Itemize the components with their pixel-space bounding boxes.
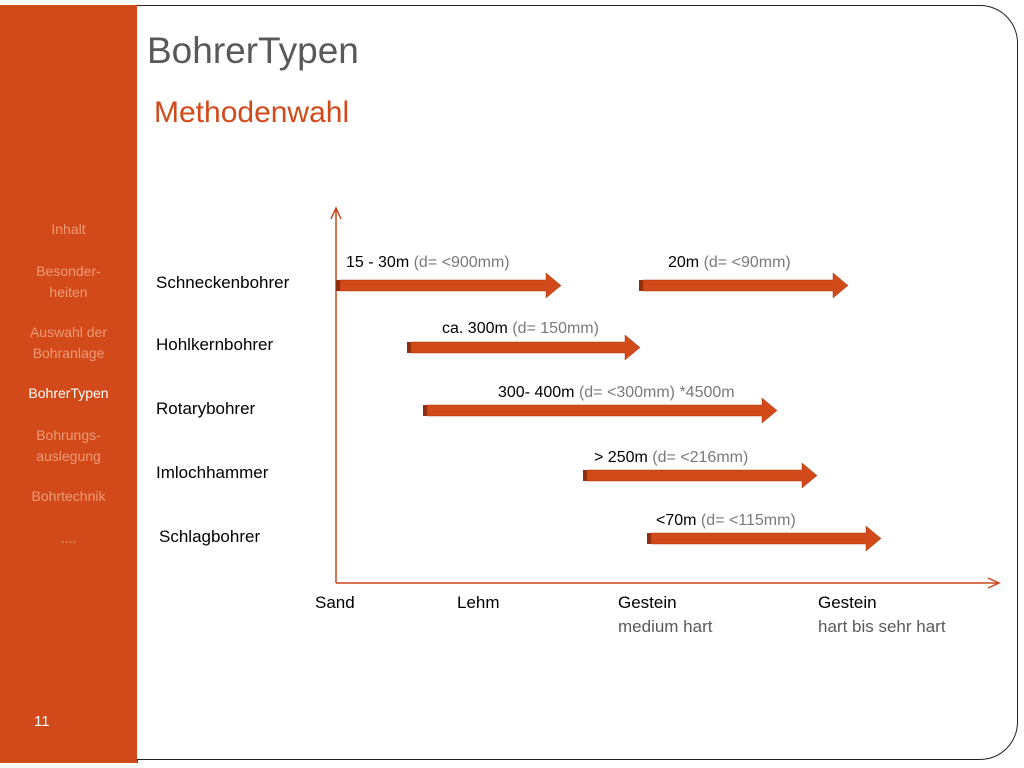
nav-item-label: BohrerTypen <box>28 385 109 401</box>
x-category-label: Gestein <box>818 593 877 612</box>
depth-value: 300- 400m <box>498 384 575 401</box>
arrow-schlagbohrer <box>647 525 882 552</box>
x-category-label: Gestein <box>618 593 677 612</box>
diameter-value: (d= <300mm) *4500m <box>578 384 735 401</box>
nav-item-bohrertypen[interactable]: BohrerTypen <box>0 383 137 404</box>
x-category-sublabel: medium hart <box>618 617 713 636</box>
nav-item-besonderheiten[interactable]: Besonder- heiten <box>0 261 137 303</box>
x-category-sublabel: hart bis sehr hart <box>818 617 946 636</box>
x-category-label: Lehm <box>457 593 500 612</box>
page-title: BohrerTypen <box>147 30 359 71</box>
nav-item-label: Besonder- <box>36 263 101 279</box>
arrow-label-schlagbohrer: <70m (d= <115mm) <box>656 512 796 530</box>
nav-item-inhalt[interactable]: Inhalt <box>0 219 137 240</box>
row-label-imlochhammer: Imlochhammer <box>156 463 269 482</box>
nav-item-label-line2: Bohranlage <box>32 345 105 361</box>
depth-value: 20m <box>668 254 700 271</box>
arrow-label-imlochhammer: > 250m (d= <216mm) <box>594 449 748 467</box>
row-label-schlagbohrer: Schlagbohrer <box>159 527 261 546</box>
diameter-value: (d= <216mm) <box>652 449 749 466</box>
y-axis <box>330 206 342 583</box>
depth-value: ca. 300m <box>442 320 508 337</box>
x-axis <box>336 577 1001 589</box>
depth-value: <70m <box>656 512 697 529</box>
x-category-gestein-hart: Gestein hart bis sehr hart <box>818 591 946 639</box>
x-category-label: Sand <box>315 593 355 612</box>
diameter-value: (d= <900mm) <box>413 254 510 271</box>
arrow-schneckenbohrer-1 <box>336 272 562 299</box>
row-label-schneckenbohrer: Schneckenbohrer <box>156 273 290 292</box>
nav-item-bohrtechnik[interactable]: Bohrtechnik <box>0 486 137 507</box>
nav-item-label: Inhalt <box>51 221 86 237</box>
arrow-rotarybohrer <box>423 397 778 424</box>
nav-item-label: Bohrungs- <box>36 427 101 443</box>
arrow-label-hohlkernbohrer: ca. 300m (d= 150mm) <box>442 320 599 338</box>
arrow-label-rotarybohrer: 300- 400m (d= <300mm) *4500m <box>498 384 735 402</box>
row-label-hohlkernbohrer: Hohlkernbohrer <box>156 335 274 354</box>
nav-item-auswahl-bohranlage[interactable]: Auswahl der Bohranlage <box>0 322 137 364</box>
row-label-rotarybohrer: Rotarybohrer <box>156 399 256 418</box>
arrow-imlochhammer <box>583 462 818 489</box>
depth-value: > 250m <box>594 449 648 466</box>
x-category-gestein-medium: Gestein medium hart <box>618 591 712 639</box>
nav-item-label-line2: heiten <box>49 284 88 300</box>
arrow-hohlkernbohrer <box>407 334 641 361</box>
nav-item-label-line2: auslegung <box>36 448 101 464</box>
sidebar: Inhalt Besonder- heiten Auswahl der Bohr… <box>0 5 138 763</box>
diameter-value: (d= 150mm) <box>512 320 599 337</box>
content-frame <box>137 5 1018 760</box>
depth-value: 15 - 30m <box>346 254 410 271</box>
arrow-schneckenbohrer-2 <box>639 272 849 299</box>
nav-item-bohrungsauslegung[interactable]: Bohrungs- auslegung <box>0 425 137 467</box>
page-number: 11 <box>34 713 50 730</box>
nav-item-more[interactable]: .... <box>0 528 137 549</box>
page-subtitle: Methodenwahl <box>154 96 350 129</box>
x-category-sand: Sand <box>315 591 355 615</box>
diameter-value: (d= <90mm) <box>703 254 791 271</box>
x-category-lehm: Lehm <box>457 591 500 615</box>
diameter-value: (d= <115mm) <box>700 512 796 529</box>
nav-item-label: Bohrtechnik <box>31 488 106 504</box>
nav-item-label: Auswahl der <box>29 324 108 340</box>
arrow-label-schneckenbohrer-1: 15 - 30m (d= <900mm) <box>346 254 510 272</box>
arrow-label-schneckenbohrer-2: 20m (d= <90mm) <box>668 254 791 272</box>
nav-item-label: .... <box>60 530 77 546</box>
